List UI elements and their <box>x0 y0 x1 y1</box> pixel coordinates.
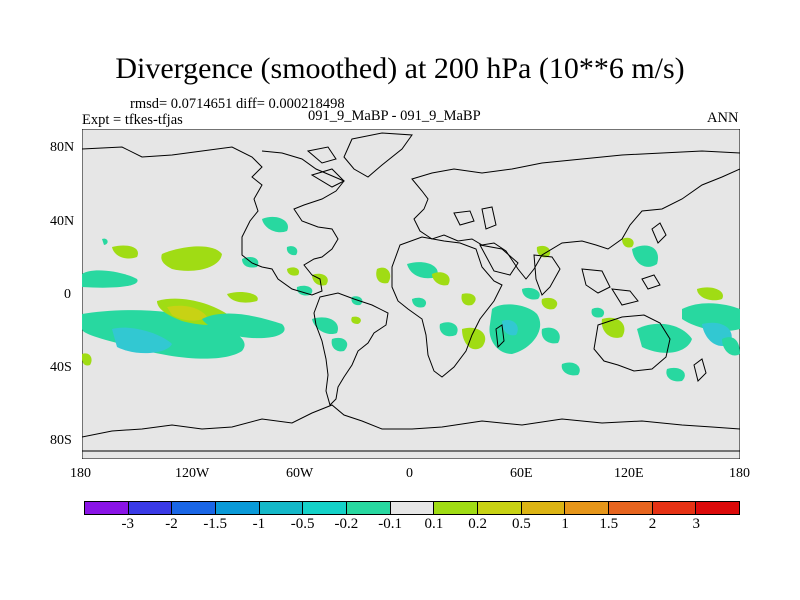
colorbar-label: 2 <box>648 516 657 532</box>
blob-green <box>536 245 551 258</box>
colorbar-cell <box>172 501 217 515</box>
blob-cyan <box>312 317 338 335</box>
blob-green <box>351 316 361 324</box>
colorbar <box>84 501 741 515</box>
lon-tick-label: 120E <box>614 466 644 481</box>
blob-green <box>82 353 92 366</box>
blob-cyan <box>286 246 298 256</box>
blob-green <box>541 297 558 310</box>
coastlines <box>81 132 741 452</box>
map-panel <box>81 128 741 460</box>
lon-tick-label: 120W <box>175 466 210 481</box>
blob-cyan <box>632 245 658 267</box>
colorbar-cell <box>696 501 741 515</box>
blob-green <box>622 237 634 248</box>
colorbar-cell <box>565 501 610 515</box>
colorbar-label: 1 <box>561 516 569 532</box>
lat-tick-label: 80S <box>50 433 72 448</box>
lon-tick-label: 60W <box>286 466 314 481</box>
blob-blue <box>112 327 172 354</box>
blob-cyan <box>102 238 108 245</box>
colorbar-cell <box>434 501 479 515</box>
colorbar-cell <box>478 501 522 515</box>
blob-green <box>462 327 486 350</box>
blob-green <box>432 272 450 286</box>
colorbar-label: -1 <box>252 516 266 532</box>
colorbar-label: -0.1 <box>378 516 402 532</box>
colorbar-cell <box>347 501 391 515</box>
blob-green <box>227 291 258 303</box>
map-svg <box>81 128 741 460</box>
blob-cyan <box>541 327 560 344</box>
blob-green <box>601 317 625 338</box>
lon-tick-label: 60E <box>510 466 533 481</box>
blob-cyan <box>522 287 540 300</box>
plot-title: Divergence (smoothed) at 200 hPa (10**6 … <box>115 52 685 85</box>
colorbar-label: 0.2 <box>468 516 487 532</box>
expt-label: Expt = tfkes-tfjas <box>82 112 183 128</box>
case-label: 091_9_MaBP - 091_9_MaBP <box>308 108 481 124</box>
lon-tick-label: 180 <box>70 466 91 481</box>
colorbar-label: -1.5 <box>203 516 228 532</box>
blob-cyan <box>202 313 285 339</box>
lat-tick-label: 80N <box>50 140 75 155</box>
blob-cyan <box>666 367 685 382</box>
blob-cyan <box>331 337 348 352</box>
colorbar-label: -0.5 <box>290 516 315 532</box>
colorbar-cell <box>609 501 653 515</box>
blob-cyan <box>722 337 740 356</box>
lat-tick-label: 40S <box>50 360 72 375</box>
blob-green <box>376 267 391 284</box>
colorbar-cell <box>84 501 129 515</box>
lat-tick-label: 0 <box>64 287 71 302</box>
blob-cyan <box>262 216 288 233</box>
blob-cyan <box>296 285 313 296</box>
colorbar-label: 0.5 <box>511 516 531 532</box>
blob-cyan <box>242 256 259 268</box>
blob-green <box>112 245 138 259</box>
blob-cyan <box>351 296 363 306</box>
colorbar-cell <box>521 501 566 515</box>
blob-green <box>461 293 476 306</box>
colorbar-label: -3 <box>121 516 134 532</box>
colorbar-label: 3 <box>692 516 701 532</box>
colorbar-cell <box>652 501 697 515</box>
colorbar-cell <box>259 501 304 515</box>
blob-yellow <box>167 305 207 321</box>
colorbar-cell <box>128 501 173 515</box>
colorbar-cell <box>216 501 260 515</box>
stats-text: rmsd= 0.0714651 diff= 0.000218498 <box>130 96 345 112</box>
blob-cyan <box>682 303 740 331</box>
lat-tick-label: 40N <box>50 214 75 229</box>
blob-cyan <box>412 297 427 308</box>
colorbar-label: -0.2 <box>334 516 359 532</box>
colorbar-label: 1.5 <box>599 516 619 532</box>
colorbar-label: -2 <box>165 516 178 532</box>
blob-cyan <box>591 307 605 318</box>
blob-cyan <box>637 323 692 353</box>
blob-green <box>161 246 222 271</box>
map-background <box>81 128 741 460</box>
season-label: ANN <box>707 110 739 126</box>
blob-blue <box>502 319 518 336</box>
lon-tick-label: 180 <box>729 466 750 481</box>
divergence-blobs <box>82 216 740 382</box>
blob-cyan <box>439 322 458 337</box>
colorbar-cell <box>390 501 435 515</box>
blob-cyan <box>82 270 138 288</box>
colorbar-label: 0.1 <box>424 516 444 532</box>
blob-cyan <box>407 262 438 279</box>
blob-green <box>697 287 723 301</box>
blob-green <box>287 267 300 276</box>
colorbar-cell <box>303 501 348 515</box>
blob-cyan <box>561 362 580 376</box>
lon-tick-label: 0 <box>406 466 413 481</box>
